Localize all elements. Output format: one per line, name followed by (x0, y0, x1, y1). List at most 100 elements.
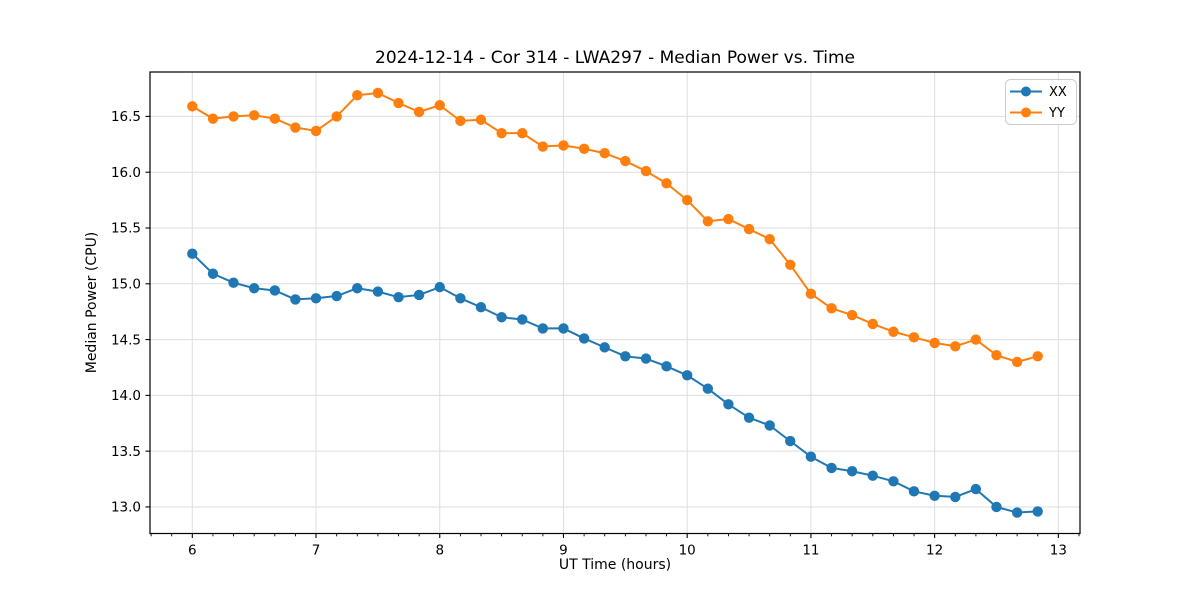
y-tick-label: 14.0 (111, 388, 141, 404)
data-point-yy (558, 140, 569, 151)
data-point-xx (846, 466, 858, 477)
data-point-xx (867, 470, 878, 481)
data-point-yy (537, 141, 549, 152)
data-point-xx (908, 486, 920, 497)
data-point-yy (372, 87, 384, 99)
legend-label-yy: YY (1048, 106, 1065, 121)
data-point-yy (434, 100, 445, 111)
data-point-yy (228, 111, 239, 122)
data-point-xx (723, 399, 734, 410)
data-point-yy (1011, 356, 1023, 368)
data-point-yy (908, 332, 920, 343)
data-point-yy (743, 223, 755, 235)
data-point-xx (661, 361, 672, 372)
series-layer (187, 87, 1043, 518)
data-point-yy (187, 101, 198, 112)
y-tick-label: 13.0 (111, 500, 141, 516)
data-point-xx (248, 283, 260, 294)
data-point-xx (558, 323, 569, 334)
y-axis-label: Median Power (CPU) (84, 232, 100, 374)
grid-layer (150, 72, 1080, 534)
data-point-yy (1032, 351, 1043, 362)
data-point-yy (867, 318, 878, 330)
data-point-yy (269, 113, 281, 124)
data-point-xx (702, 383, 714, 394)
data-point-xx (372, 286, 384, 297)
data-point-yy (805, 288, 817, 300)
data-point-yy (413, 106, 425, 118)
data-point-yy (970, 334, 982, 345)
data-point-yy (785, 259, 796, 271)
data-point-xx (393, 291, 404, 303)
data-point-yy (950, 341, 961, 352)
data-point-xx (269, 285, 281, 296)
chart-title: 2024-12-14 - Cor 314 - LWA297 - Median P… (375, 48, 855, 68)
data-point-yy (929, 337, 940, 349)
y-tick-label: 16.5 (111, 109, 141, 125)
data-point-yy (723, 213, 734, 225)
data-point-xx (764, 420, 775, 431)
data-point-xx (640, 353, 652, 364)
data-point-yy (393, 97, 404, 109)
data-point-xx (537, 323, 549, 334)
data-point-xx (290, 294, 301, 305)
data-point-yy (620, 155, 631, 167)
data-point-xx (578, 333, 590, 344)
x-tick-label: 6 (188, 543, 197, 559)
data-point-yy (475, 114, 487, 125)
data-point-xx (785, 435, 796, 447)
data-point-xx (970, 483, 982, 495)
y-tick-label: 15.0 (111, 277, 141, 293)
data-point-yy (640, 165, 652, 177)
data-point-yy (207, 113, 219, 124)
data-point-yy (331, 111, 342, 122)
legend-label-xx: XX (1049, 85, 1067, 100)
data-point-yy (517, 127, 528, 139)
data-point-yy (310, 125, 322, 137)
legend-marker-yy (1021, 107, 1031, 118)
data-point-yy (248, 110, 260, 121)
y-tick-label: 15.5 (111, 221, 141, 237)
data-point-yy (702, 216, 714, 227)
data-point-xx (517, 314, 528, 325)
data-point-yy (455, 115, 466, 127)
data-point-yy (661, 178, 672, 189)
data-point-xx (826, 462, 837, 474)
data-point-xx (455, 293, 466, 304)
data-point-xx (991, 501, 1002, 513)
y-tick-label: 13.5 (111, 444, 141, 460)
data-point-yy (496, 127, 507, 139)
data-point-yy (290, 122, 301, 133)
x-tick-label: 9 (559, 543, 568, 559)
data-point-xx (888, 476, 899, 487)
y-tick-label: 14.5 (111, 332, 141, 348)
data-point-yy (599, 148, 610, 159)
x-tick-label: 12 (926, 543, 943, 559)
data-point-xx (620, 351, 631, 362)
data-point-xx (475, 302, 487, 313)
x-tick-label: 11 (802, 543, 819, 559)
data-point-xx (496, 312, 507, 323)
data-point-xx (352, 283, 363, 294)
data-point-xx (950, 491, 961, 503)
x-tick-label: 13 (1050, 543, 1067, 559)
y-tick-label: 16.0 (111, 165, 141, 181)
series-line-xx (191, 252, 1039, 514)
data-point-yy (578, 143, 590, 154)
data-point-xx (434, 281, 445, 293)
data-point-yy (681, 194, 693, 206)
x-axis-label: UT Time (hours) (559, 557, 671, 573)
data-point-xx (681, 370, 693, 381)
data-point-xx (743, 412, 755, 423)
data-point-xx (413, 289, 425, 301)
data-point-xx (228, 277, 239, 288)
x-tick-label: 7 (312, 543, 321, 559)
data-point-yy (888, 326, 899, 337)
data-point-xx (310, 293, 322, 304)
legend-marker-xx (1021, 86, 1031, 97)
data-point-xx (1011, 507, 1023, 518)
data-point-yy (846, 309, 858, 321)
data-point-xx (599, 342, 610, 353)
